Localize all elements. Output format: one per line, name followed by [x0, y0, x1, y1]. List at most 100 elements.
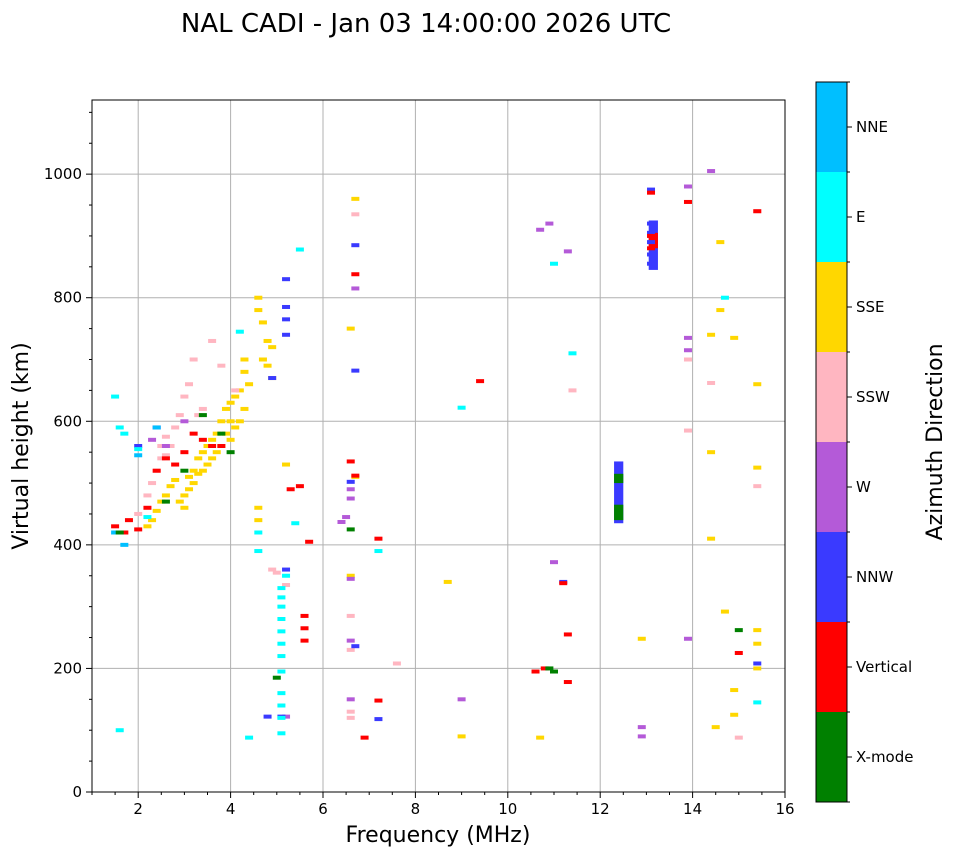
colorbar-tick-label: NNE: [856, 118, 888, 136]
colorbar-tick-label: E: [856, 208, 865, 226]
data-point: [342, 515, 351, 520]
data-point: [277, 654, 286, 659]
data-point: [208, 437, 217, 442]
data-point: [351, 644, 360, 649]
colorbar-label: Azimuth Direction: [923, 343, 948, 540]
data-point: [291, 521, 300, 526]
data-point: [175, 413, 184, 418]
data-point: [189, 357, 198, 362]
data-point: [457, 697, 466, 702]
data-point: [161, 453, 170, 458]
colorbar-segment: [816, 262, 847, 352]
data-point: [647, 221, 656, 226]
data-point: [351, 212, 360, 217]
data-point: [217, 363, 226, 368]
data-point: [171, 462, 180, 467]
data-point: [346, 613, 355, 618]
axes: 2 4 6 8 10 12 14 16 0 200 400 600 800 1000: [44, 111, 795, 818]
y-tick-label: 800: [53, 289, 82, 307]
data-point: [115, 530, 124, 535]
colorbar-segment: [816, 82, 847, 172]
data-point: [734, 735, 743, 740]
data-point: [180, 493, 189, 498]
colorbar-tick-label: X-mode: [856, 748, 913, 766]
data-point: [346, 638, 355, 643]
grid-lines: [92, 100, 785, 792]
data-point: [171, 425, 180, 430]
chart-title: NAL CADI - Jan 03 14:00:00 2026 UTC: [181, 9, 671, 39]
data-point: [730, 688, 739, 693]
data-point: [282, 714, 291, 719]
data-point: [707, 536, 716, 541]
data-point: [734, 628, 743, 633]
data-point: [550, 669, 558, 674]
data-point: [254, 295, 263, 300]
data-point: [111, 394, 120, 399]
data-point: [753, 641, 762, 646]
data-point: [647, 252, 656, 257]
data-point: [277, 641, 286, 646]
colorbar-segment: [816, 532, 847, 622]
data-point: [120, 542, 129, 547]
data-point: [180, 419, 189, 424]
data-point: [180, 450, 189, 455]
data-point: [148, 518, 157, 523]
data-point: [647, 261, 656, 266]
data-point: [346, 576, 355, 581]
data-point: [753, 484, 762, 489]
data-point: [545, 221, 554, 226]
colorbar-tick-label: NNW: [856, 568, 893, 586]
data-point: [143, 515, 152, 520]
colorbar-segment: [816, 352, 847, 442]
data-point: [282, 332, 291, 337]
colorbar-tick-label: SSE: [856, 298, 885, 316]
data-point: [753, 661, 762, 666]
data-point: [563, 632, 572, 637]
data-point: [545, 666, 554, 671]
data-point: [300, 626, 309, 631]
data-point: [282, 567, 291, 572]
data-point: [217, 419, 226, 424]
data-point: [157, 499, 166, 504]
data-point: [707, 380, 716, 385]
data-point: [221, 431, 230, 436]
data-point: [277, 691, 286, 696]
data-point: [161, 444, 170, 448]
data-point: [194, 456, 203, 461]
data-point: [637, 636, 646, 641]
data-point: [683, 357, 692, 362]
data-point: [115, 728, 124, 733]
data-point: [277, 604, 286, 609]
data-point: [295, 484, 304, 489]
data-point: [282, 277, 291, 282]
colorbar-tick-label: W: [856, 478, 871, 496]
data-point: [208, 456, 217, 461]
data-point: [360, 735, 369, 740]
data-block: [614, 461, 624, 524]
data-point: [351, 272, 360, 277]
data-point: [111, 530, 120, 535]
data-point: [277, 669, 286, 674]
data-point: [647, 187, 656, 192]
x-tick-label: 10: [498, 800, 517, 818]
data-point: [277, 586, 286, 591]
data-point: [245, 382, 254, 387]
data-point: [346, 459, 355, 464]
colorbar-tick-label: SSW: [856, 388, 890, 406]
data-point: [707, 332, 716, 337]
data-point: [647, 230, 656, 235]
data-point: [282, 462, 291, 467]
data-block: [614, 504, 624, 521]
data-point: [152, 468, 161, 473]
data-point: [730, 335, 739, 340]
data-point: [134, 444, 143, 448]
x-tick-label: 8: [411, 800, 421, 818]
data-point: [203, 444, 212, 448]
data-point: [161, 434, 170, 439]
data-point: [185, 474, 194, 479]
data-point: [152, 508, 161, 513]
data-point: [235, 329, 244, 334]
data-point: [346, 487, 355, 492]
data-point: [683, 636, 692, 641]
